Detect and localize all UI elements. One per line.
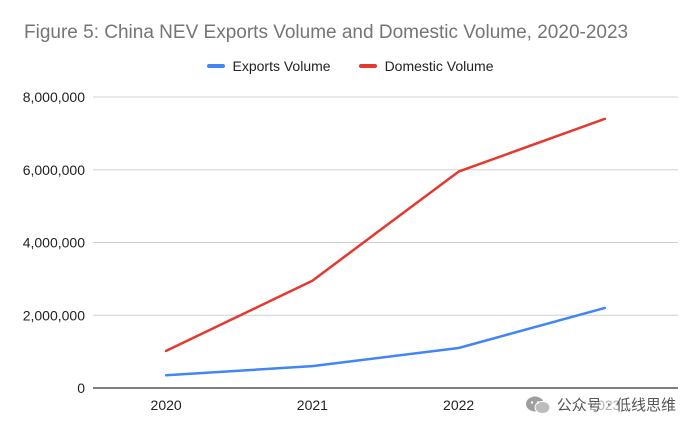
watermark-text: 公众号 · 低线思维 (556, 396, 676, 414)
watermark: 公众号 · 低线思维 (520, 392, 680, 417)
chart-title: Figure 5: China NEV Exports Volume and D… (24, 22, 629, 43)
series-line-exports-volume (164, 306, 607, 377)
legend-swatch-domestic (358, 64, 377, 68)
series-line-domestic-volume (164, 117, 607, 353)
legend-item-domestic: Domestic Volume (358, 58, 494, 74)
x-tick-label: 2021 (297, 397, 328, 413)
x-tick-label: 2022 (443, 397, 474, 413)
legend-item-exports: Exports Volume (206, 58, 331, 74)
legend-swatch-exports (206, 64, 225, 68)
legend-label-domestic: Domestic Volume (384, 58, 494, 74)
wechat-icon (525, 396, 551, 414)
legend-label-exports: Exports Volume (232, 58, 331, 74)
x-tick-label: 2020 (151, 397, 182, 413)
y-tick-label: 2,000,000 (23, 307, 85, 323)
y-tick-label: 6,000,000 (23, 162, 85, 178)
legend: Exports Volume Domestic Volume (0, 58, 700, 74)
y-tick-label: 8,000,000 (23, 89, 85, 105)
y-tick-label: 4,000,000 (23, 235, 85, 251)
y-tick-label: 0 (77, 380, 85, 396)
